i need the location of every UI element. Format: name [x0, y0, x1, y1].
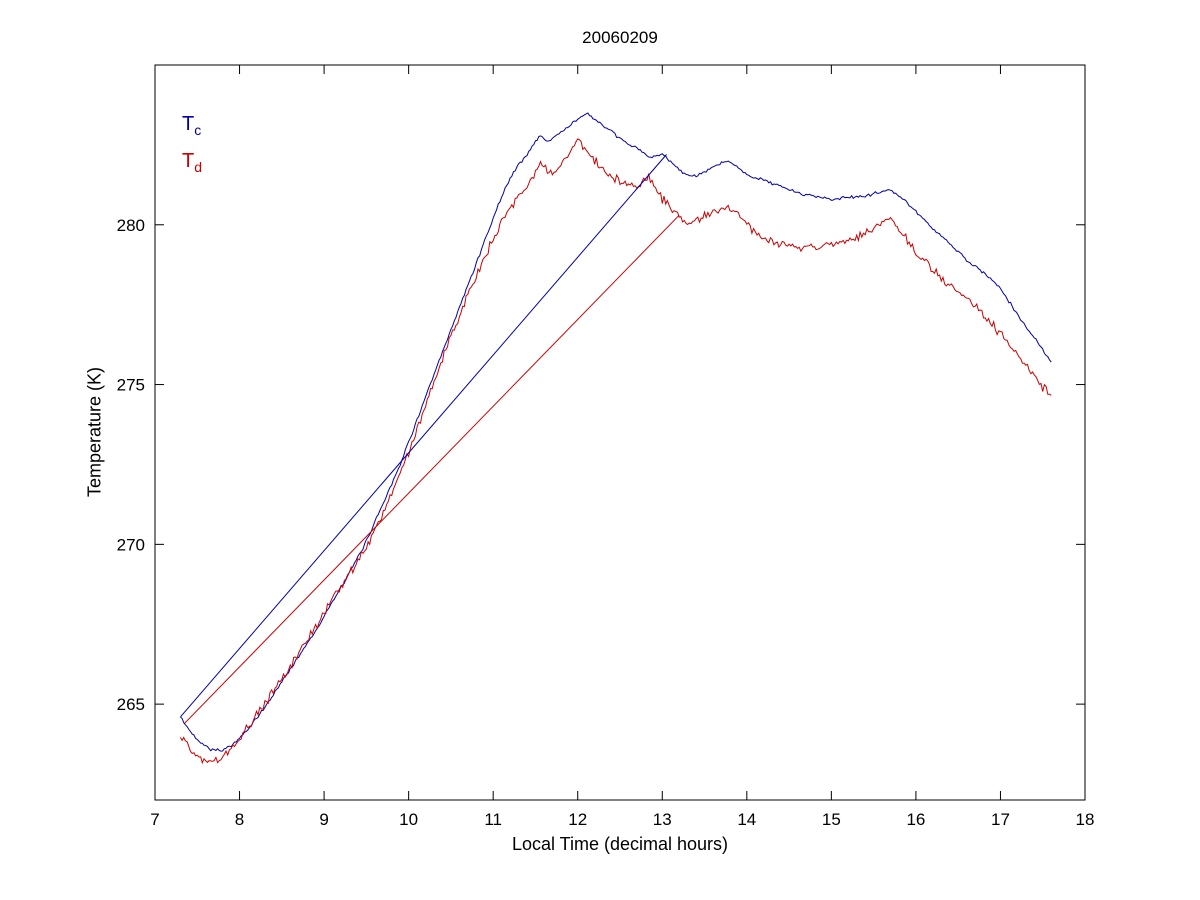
legend: Tc Td [182, 114, 202, 188]
x-tick-label: 15 [822, 810, 841, 829]
y-tick-label: 275 [117, 376, 145, 395]
chart-title: 20060209 [582, 28, 658, 47]
series-Tc [180, 112, 1052, 752]
y-tick-label: 270 [117, 535, 145, 554]
x-tick-label: 18 [1076, 810, 1095, 829]
y-tick-label: 280 [117, 216, 145, 235]
y-axis-label: Temperature (K) [84, 366, 105, 498]
x-tick-label: 12 [568, 810, 587, 829]
x-axis-label: Local Time (decimal hours) [511, 834, 729, 854]
fit-line-Tc-fit [180, 154, 667, 718]
x-tick-label: 7 [150, 810, 159, 829]
axes: 7 8 9 10 11 12 13 14 15 16 17 18 265 270 275 280 [117, 64, 1095, 829]
x-tick-label: 17 [991, 810, 1010, 829]
legend-entry-d: Td [182, 150, 203, 175]
x-tick-label: 9 [319, 810, 328, 829]
x-tick-label: 14 [737, 810, 756, 829]
x-tick-label: 13 [653, 810, 672, 829]
series-Td [179, 138, 1052, 765]
x-tick-label: 11 [484, 810, 502, 829]
x-tick-label: 8 [235, 810, 244, 829]
x-tick-label: 10 [399, 810, 418, 829]
fit-line-Td-fit [184, 214, 680, 724]
legend-entry-c: Tc [182, 113, 202, 138]
y-tick-label: 265 [117, 695, 145, 714]
x-tick-label: 16 [906, 810, 925, 829]
